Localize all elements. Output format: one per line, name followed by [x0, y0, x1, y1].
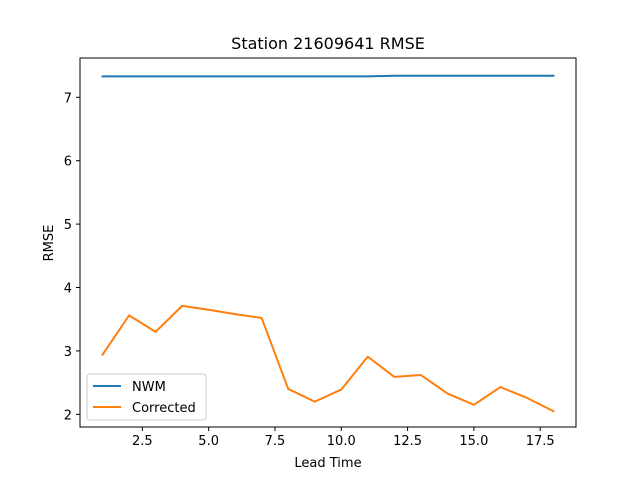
- x-tick-label: 2.5: [132, 434, 153, 449]
- y-axis-title: RMSE: [42, 225, 57, 262]
- x-axis: 2.5 5.0 7.5 10.0 12.5 15.0 17.5: [132, 427, 555, 449]
- legend-label-corrected: Corrected: [132, 401, 196, 416]
- y-tick-label: 5: [64, 218, 72, 233]
- y-tick-label: 3: [64, 345, 72, 360]
- plot-area: [79, 57, 577, 428]
- y-tick-label: 2: [64, 408, 72, 423]
- series-layer: [101, 74, 555, 413]
- chart-title: Station 21609641 RMSE: [231, 34, 425, 53]
- x-tick-label: 7.5: [265, 434, 286, 449]
- x-tick-label: 15.0: [459, 434, 488, 449]
- x-tick-label: 17.5: [526, 434, 555, 449]
- y-axis: 2 3 4 5 6 7: [64, 91, 80, 423]
- x-axis-title: Lead Time: [294, 456, 361, 471]
- legend-label-nwm: NWM: [132, 380, 166, 395]
- series-line-corrected: [101, 304, 555, 413]
- x-tick-label: 5.0: [198, 434, 219, 449]
- y-tick-label: 6: [64, 155, 72, 170]
- plot-frame: [80, 58, 576, 427]
- x-tick-label: 12.5: [393, 434, 422, 449]
- x-tick-label: 10.0: [327, 434, 356, 449]
- y-tick-label: 4: [64, 282, 72, 297]
- legend: NWM Corrected: [86, 373, 207, 421]
- series-line-nwm: [101, 74, 555, 78]
- y-tick-label: 7: [64, 91, 72, 106]
- plot-border: [79, 57, 577, 428]
